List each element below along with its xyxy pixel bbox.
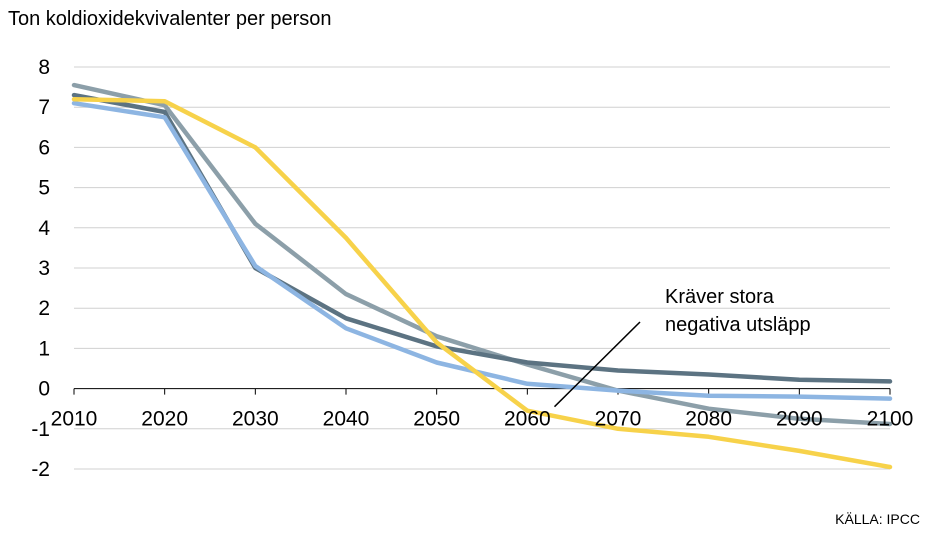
y-tick-label: 5 [38,177,50,200]
y-tick-label: 2 [38,297,50,320]
series-line-3 [71,100,893,401]
x-tick-label: 2020 [141,408,188,431]
x-tick-label: 2030 [232,408,279,431]
axes [73,388,891,395]
y-tick-label: 4 [38,217,50,240]
x-tick-label: 2070 [595,408,642,431]
series-line-4 [71,96,893,470]
series-line-2 [71,92,893,384]
x-tick-label: 2010 [51,408,98,431]
y-tick-label: 8 [38,56,50,79]
gridlines [74,66,890,470]
x-tick-label: 2060 [504,408,551,431]
x-tick-label: 2040 [323,408,370,431]
series-line-1 [71,82,893,427]
y-tick-label: -2 [31,458,50,481]
x-tick-label: 2050 [413,408,460,431]
x-tick-label: 2090 [776,408,823,431]
annotation-leader-line [553,321,641,408]
annotation-line-1: Kräver stora [665,286,775,308]
y-tick-label: 3 [38,257,50,280]
annotation-line-2: negativa utsläpp [665,314,811,336]
x-tick-label: 2100 [867,408,914,431]
y-tick-label: 7 [38,96,50,119]
y-tick-label: 6 [38,136,50,159]
source-note: KÄLLA: IPCC [835,511,920,527]
x-tick-label: 2080 [685,408,732,431]
tick-labels: -2 -1 0 1 2 3 4 5 6 7 8 2010 2020 2030 2040 2050 2060 207… [31,56,913,481]
annotation: Kräver stora negativa utsläpp [553,286,811,408]
chart-title: Ton koldioxidekvivalenter per person [8,8,332,30]
series-lines [71,82,893,470]
y-tick-label: -1 [31,418,50,441]
y-tick-label: 0 [38,378,50,401]
y-tick-label: 1 [38,337,50,360]
